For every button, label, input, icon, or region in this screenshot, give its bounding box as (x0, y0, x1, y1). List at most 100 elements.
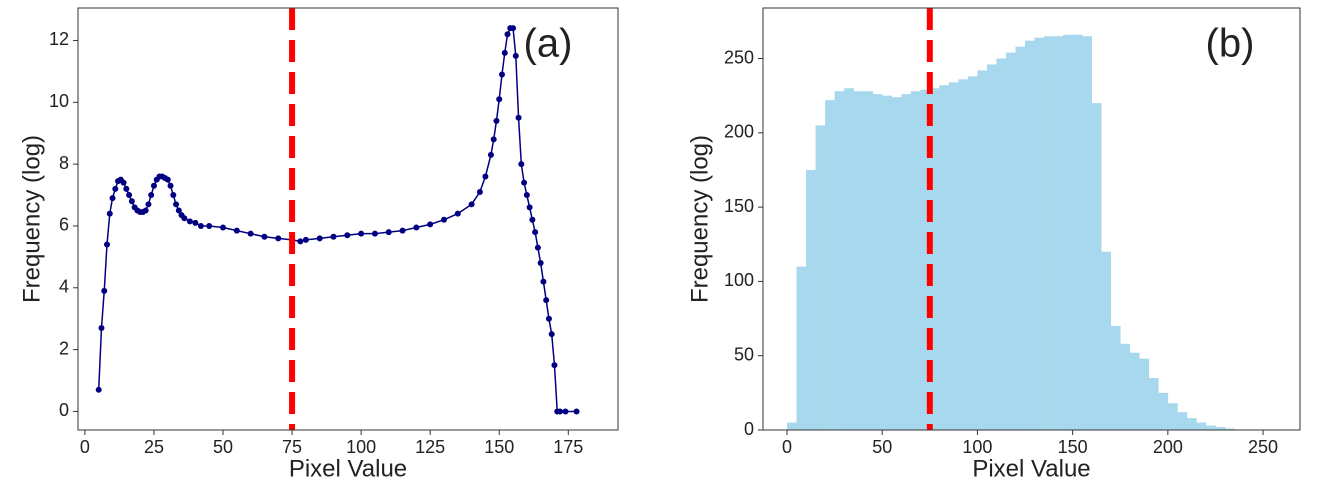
data-point (101, 287, 108, 294)
y-tick-label: 2 (59, 338, 69, 358)
hist-bar (882, 95, 893, 431)
data-point (150, 182, 157, 189)
x-tick-label: 150 (1058, 437, 1088, 457)
data-point (98, 324, 105, 331)
hist-bar (825, 100, 835, 430)
x-tick-label: 100 (346, 437, 376, 457)
data-point (316, 235, 323, 242)
data-point (173, 201, 180, 208)
hist-bar (967, 76, 978, 430)
plot-frame (762, 7, 1301, 431)
hist-bar (1091, 103, 1102, 430)
data-point (302, 236, 309, 243)
x-tick-label: 0 (782, 437, 792, 457)
hist-bar (977, 70, 988, 430)
x-tick-label: 0 (80, 437, 90, 457)
data-point (521, 179, 528, 186)
data-point (297, 238, 304, 245)
y-tick-label: 250 (724, 47, 754, 67)
hist-bar (1148, 377, 1159, 430)
data-point (206, 222, 213, 229)
data-point (344, 232, 351, 239)
hist-bar (1082, 36, 1092, 431)
hist-bar (863, 91, 873, 430)
y-tick-label: 0 (744, 419, 754, 439)
hist-bar (958, 79, 969, 430)
data-point (120, 179, 127, 186)
hist-bar (1005, 52, 1016, 431)
data-point (261, 233, 268, 240)
data-point (556, 408, 563, 415)
plot-frame (77, 7, 619, 431)
data-point (496, 96, 503, 103)
data-point (529, 216, 536, 223)
data-point (126, 192, 133, 199)
data-point (385, 229, 392, 236)
data-point (518, 161, 525, 168)
data-point (487, 151, 494, 158)
hist-bar (1044, 36, 1054, 431)
data-point (440, 216, 447, 223)
hist-bar (891, 97, 902, 430)
hist-bar (1224, 428, 1235, 430)
y-tick-label: 150 (724, 196, 754, 216)
data-point (493, 117, 500, 124)
data-point (515, 114, 522, 121)
data-point (247, 230, 254, 237)
hist-bar (996, 58, 1007, 431)
y-tick-label: 12 (49, 29, 69, 49)
hist-bar (815, 125, 826, 430)
data-point (142, 207, 149, 214)
hist-bar (948, 82, 959, 430)
x-tick-label: 75 (282, 437, 302, 457)
hist-bar (1215, 427, 1226, 430)
data-point (181, 215, 188, 222)
data-point (112, 185, 119, 192)
data-point (545, 315, 552, 322)
data-point (526, 204, 533, 211)
hist-bar (1205, 425, 1216, 430)
data-point (175, 207, 182, 214)
x-tick-label: 175 (553, 437, 583, 457)
y-tick-label: 100 (724, 270, 754, 290)
hist-bar (1015, 46, 1026, 431)
hist-bar (1025, 40, 1035, 431)
hist-bar (872, 94, 883, 430)
data-point (128, 198, 135, 205)
hist-bar (986, 64, 997, 431)
x-tick-label: 50 (872, 437, 892, 457)
data-point (562, 408, 569, 415)
data-point (95, 386, 102, 393)
hist-bar (901, 94, 912, 430)
y-tick-label: 10 (49, 91, 69, 111)
hist-bar (844, 88, 854, 430)
data-point (501, 49, 508, 56)
data-point (148, 192, 155, 199)
hist-bar (920, 89, 931, 431)
y-axis-label: Frequency (log) (686, 135, 713, 303)
data-point (548, 331, 555, 338)
data-point (399, 227, 406, 234)
data-point (551, 362, 558, 369)
data-point (197, 222, 204, 229)
x-tick-label: 125 (415, 437, 445, 457)
data-point (504, 31, 511, 38)
data-point (123, 185, 130, 192)
hist-bar (1072, 34, 1083, 430)
x-tick-label: 100 (962, 437, 992, 457)
hist-bar (1167, 403, 1178, 430)
x-tick-label: 150 (484, 437, 514, 457)
hist-bar (786, 422, 797, 430)
hist-bar (1196, 422, 1207, 430)
hist-bar (1139, 358, 1150, 430)
x-axis-label: Pixel Value (289, 455, 407, 482)
data-point (498, 71, 505, 78)
hist-bar (796, 266, 807, 430)
hist-bar (1101, 251, 1112, 430)
data-point (468, 201, 475, 208)
hist-bar (1110, 325, 1121, 430)
data-point (490, 136, 497, 143)
data-point (167, 182, 174, 189)
data-point (192, 219, 199, 226)
y-tick-label: 0 (59, 400, 69, 420)
